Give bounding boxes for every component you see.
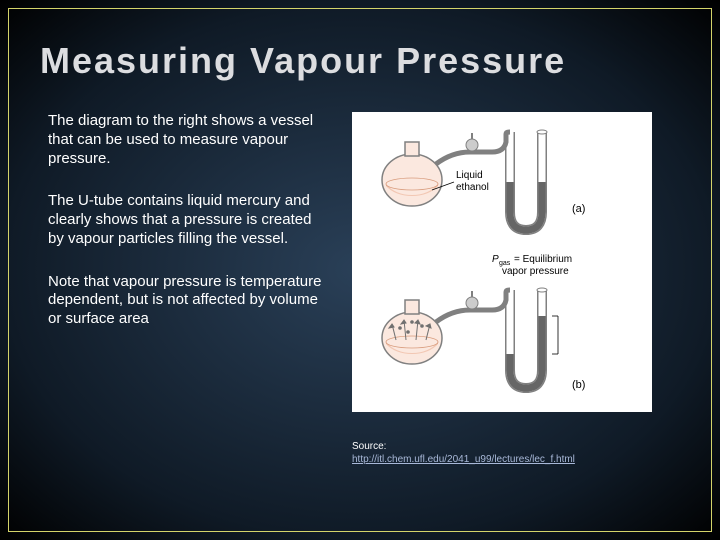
vapour-pressure-diagram: Liquid ethanol (a) P gas = Equilibriu (352, 112, 652, 412)
label-a: (a) (572, 203, 585, 215)
utube-b-icon (492, 288, 558, 388)
label-peq: = Equilibrium (514, 254, 572, 265)
label-pgas: P (492, 254, 499, 265)
flask-b-icon (382, 291, 492, 364)
utube-a-icon (492, 130, 547, 230)
label-peq2: vapor pressure (502, 266, 569, 277)
label-liquid-a2: ethanol (456, 182, 489, 193)
label-b: (b) (572, 379, 585, 391)
label-liquid-a: Liquid (456, 170, 483, 181)
